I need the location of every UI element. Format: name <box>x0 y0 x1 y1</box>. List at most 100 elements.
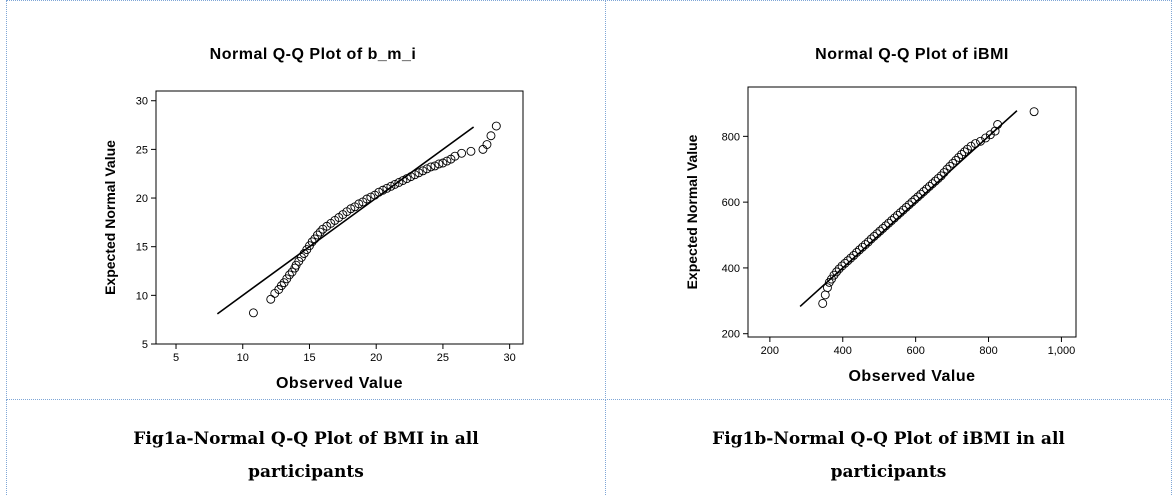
data-point <box>834 264 844 274</box>
data-point <box>414 168 424 178</box>
data-point <box>927 179 937 189</box>
caption-cell-bmi: Fig1a-Normal Q-Q Plot of BMI in all part… <box>6 399 606 495</box>
caption-bmi-line1: Fig1a-Normal Q-Q Plot of BMI in all <box>133 429 479 449</box>
x-tick-label: 15 <box>303 352 315 364</box>
data-point <box>394 178 404 187</box>
data-point <box>878 223 888 233</box>
data-point <box>398 176 408 185</box>
data-point <box>970 139 980 149</box>
data-point <box>491 121 501 131</box>
data-point <box>860 240 870 250</box>
data-point <box>948 158 958 168</box>
y-tick-label: 10 <box>136 290 148 302</box>
data-point <box>881 221 891 231</box>
data-point <box>822 283 832 293</box>
data-point <box>402 174 412 184</box>
data-point <box>418 166 428 176</box>
data-point <box>913 192 923 202</box>
data-point <box>890 213 899 223</box>
x-tick-label: 400 <box>834 345 852 357</box>
data-point <box>374 187 384 197</box>
data-point <box>457 148 467 158</box>
data-point <box>846 253 856 263</box>
data-point <box>843 256 853 266</box>
data-point <box>901 202 911 212</box>
y-tick-label: 600 <box>722 197 740 209</box>
data-point <box>820 290 830 300</box>
qq-plot-bmi: Normal Q-Q Plot of b_m_i 5 10 15 20 25 30 5 10 15… <box>102 46 524 392</box>
data-point <box>285 270 294 280</box>
data-point <box>818 298 828 308</box>
data-point <box>866 234 876 244</box>
data-point <box>922 184 932 194</box>
data-point <box>993 120 1003 129</box>
data-point <box>898 205 908 215</box>
data-point <box>362 194 372 204</box>
data-point <box>315 227 325 237</box>
data-point <box>919 187 929 197</box>
data-point <box>829 270 839 280</box>
data-point <box>857 242 867 252</box>
y-tick-label: 30 <box>136 96 148 108</box>
data-point <box>907 197 917 207</box>
plot-frame <box>747 86 1077 338</box>
data-point <box>442 156 452 166</box>
data-point <box>863 237 873 247</box>
data-point <box>307 237 317 247</box>
data-point <box>354 199 364 209</box>
data-point <box>892 210 902 220</box>
data-point <box>904 200 914 210</box>
data-point <box>939 168 949 177</box>
data-point <box>990 126 1000 136</box>
data-point <box>422 164 432 174</box>
data-point <box>936 171 946 181</box>
data-point <box>951 155 961 165</box>
data-point <box>366 192 376 202</box>
x-axis-label: Observed Value <box>848 368 975 385</box>
data-point <box>840 258 850 268</box>
data-point <box>933 173 943 183</box>
caption-ibmi-line2: participants <box>830 462 947 482</box>
x-tick-label: 5 <box>173 352 179 364</box>
data-point <box>478 144 488 154</box>
x-tick-label: 30 <box>504 352 516 364</box>
x-tick-label: 25 <box>437 352 449 364</box>
data-point <box>430 161 440 171</box>
data-point <box>406 172 416 182</box>
data-point <box>276 281 286 291</box>
caption-ibmi-line1: Fig1b-Normal Q-Q Plot of iBMI in all <box>712 429 1065 449</box>
data-point <box>925 181 934 191</box>
chart-title: Normal Q-Q Plot of iBMI <box>815 46 1009 63</box>
data-point <box>466 146 476 156</box>
data-point <box>313 230 322 240</box>
data-point <box>386 181 396 191</box>
y-axis-label: Expected Normal Value <box>102 140 118 295</box>
y-tick-label: 800 <box>722 131 740 143</box>
qq-plot-ibmi: Normal Q-Q Plot of iBMI 200 400 600 800 1,000… <box>684 46 1077 385</box>
data-point <box>960 147 969 157</box>
data-point <box>945 161 955 171</box>
data-point <box>486 131 496 141</box>
data-point <box>916 189 926 199</box>
x-tick-label: 600 <box>906 345 924 357</box>
data-point <box>426 162 436 172</box>
data-point <box>869 231 879 241</box>
y-tick-label: 15 <box>136 242 148 254</box>
x-tick-label: 20 <box>370 352 382 364</box>
data-point <box>872 229 882 239</box>
y-tick-label: 400 <box>722 263 740 275</box>
caption-cell-ibmi: Fig1b-Normal Q-Q Plot of iBMI in all par… <box>605 399 1172 495</box>
data-point <box>887 216 897 226</box>
data-point <box>855 245 864 255</box>
caption-bmi-line2: participants <box>248 462 364 482</box>
data-point <box>976 136 985 146</box>
data-point <box>957 149 967 159</box>
data-point <box>895 208 905 218</box>
data-point <box>884 218 894 228</box>
data-point <box>434 159 444 169</box>
data-point <box>382 183 392 193</box>
data-point <box>875 226 885 236</box>
data-point <box>410 170 420 180</box>
data-point <box>942 164 952 174</box>
data-point <box>346 204 356 214</box>
